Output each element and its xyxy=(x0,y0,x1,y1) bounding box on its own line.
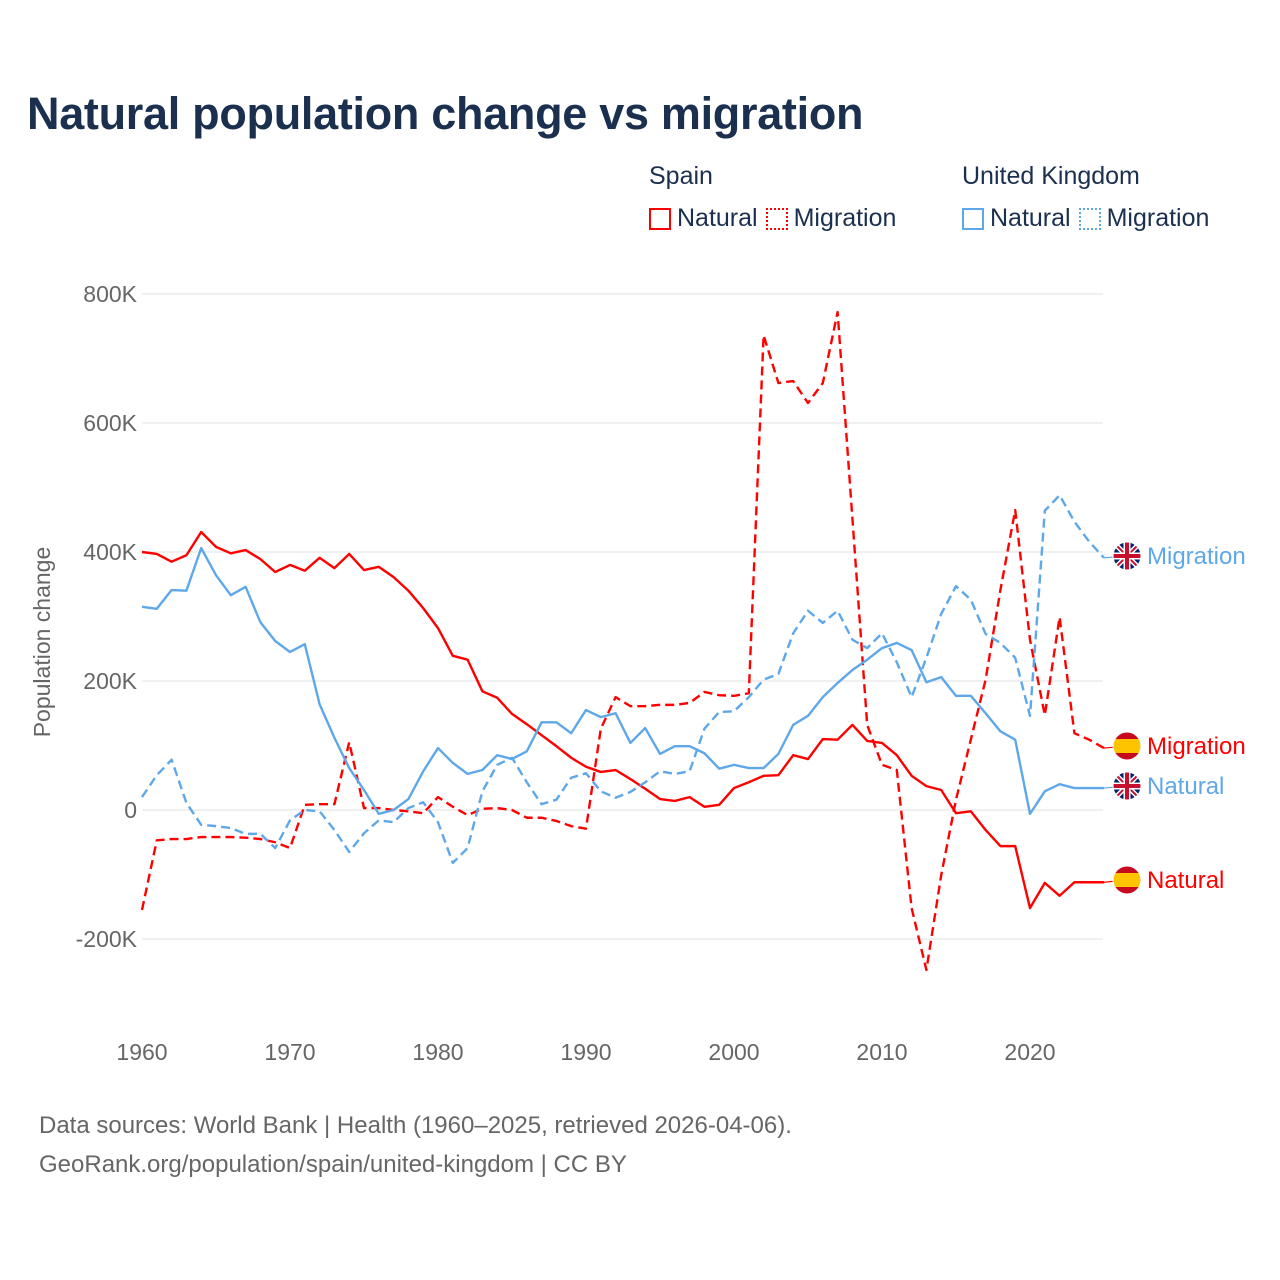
x-tick-label: 2020 xyxy=(1004,1039,1055,1065)
legend-item-spain-migration[interactable]: Migration xyxy=(765,204,897,233)
x-tick-label: 1970 xyxy=(264,1039,315,1065)
legend-swatch-solid xyxy=(649,207,671,230)
legend-swatch-solid xyxy=(962,207,984,230)
x-tick-label: 1980 xyxy=(412,1039,463,1065)
x-tick-label: 1960 xyxy=(116,1039,167,1065)
series-line-spain-migration xyxy=(140,310,1105,972)
y-tick-label: 0 xyxy=(124,797,137,823)
x-tick-label: 2010 xyxy=(856,1039,907,1065)
series-end-label: Migration xyxy=(1147,733,1246,760)
y-axis-label: Population change xyxy=(29,547,55,738)
legend-swatch-dashed xyxy=(765,207,788,230)
footer: Data sources: World Bank | Health (1960–… xyxy=(39,1106,792,1184)
legend-item-uk-migration[interactable]: Migration xyxy=(1078,204,1210,233)
y-tick-label: -200K xyxy=(76,926,138,952)
series-line-united-kingdom-migration xyxy=(141,494,1105,865)
uk-flag-icon xyxy=(1112,541,1142,571)
x-tick-label: 1990 xyxy=(560,1039,611,1065)
y-tick-label: 400K xyxy=(83,539,137,565)
source-url: GeoRank.org/population/spain/united-king… xyxy=(39,1151,627,1178)
series-line-united-kingdom-natural xyxy=(141,546,1104,816)
y-tick-label: 200K xyxy=(83,668,137,694)
series-end-label: Natural xyxy=(1147,867,1224,894)
spain-flag-icon xyxy=(1112,731,1142,761)
series-line-spain-natural xyxy=(141,530,1104,910)
spain-flag-icon xyxy=(1112,865,1142,895)
y-tick-label: 800K xyxy=(83,281,137,307)
legend-group-title: United Kingdom xyxy=(962,162,1140,190)
legend-item-uk-natural[interactable]: Natural xyxy=(962,204,1071,233)
legend-group-uk: United Kingdom Natural Migration xyxy=(962,162,1217,233)
series-end-label: Natural xyxy=(1147,773,1224,800)
legend-swatch-dashed xyxy=(1078,207,1101,230)
legend-label: Natural xyxy=(677,204,758,232)
uk-flag-icon xyxy=(1112,771,1142,801)
legend-item-spain-natural[interactable]: Natural xyxy=(649,204,758,233)
chart-title: Natural population change vs migration xyxy=(27,88,864,139)
legend-label: Natural xyxy=(990,204,1071,232)
legend-label: Migration xyxy=(793,204,897,232)
x-tick-label: 2000 xyxy=(708,1039,759,1065)
legend-group-title: Spain xyxy=(649,162,713,190)
legend-group-spain: Spain Natural Migration xyxy=(649,162,904,233)
legend-label: Migration xyxy=(1106,204,1210,232)
source-note: Data sources: World Bank | Health (1960–… xyxy=(39,1112,792,1139)
y-tick-label: 600K xyxy=(83,410,137,436)
series-end-label: Migration xyxy=(1147,543,1246,570)
